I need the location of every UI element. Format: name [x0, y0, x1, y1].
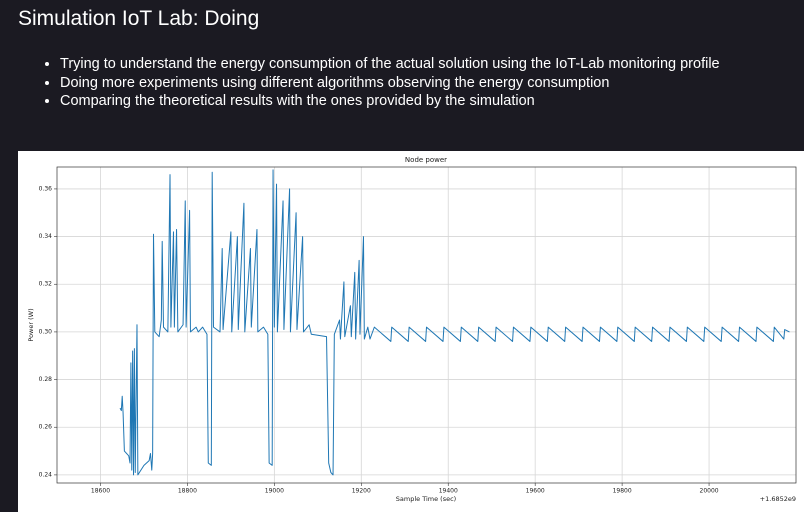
x-tick-label: 18600 — [91, 488, 110, 495]
y-tick-label: 0.36 — [39, 185, 53, 192]
bullet: Doing more experiments using different a… — [60, 74, 720, 93]
y-tick-label: 0.30 — [39, 328, 53, 335]
x-tick-label: 19400 — [439, 488, 458, 495]
plot-frame — [56, 166, 797, 484]
x-offset-label: +1.6852e9 — [760, 495, 796, 503]
bullet: Trying to understand the energy consumpt… — [60, 55, 720, 74]
y-tick-label: 0.32 — [39, 281, 53, 288]
bullet: Comparing the theoretical results with t… — [60, 92, 720, 111]
chart: Node power Sample Time (sec) +1.6852e9 P… — [18, 151, 804, 512]
x-tick-label: 19600 — [526, 488, 545, 495]
y-tick-label: 0.26 — [39, 424, 53, 431]
x-tick-label: 19800 — [613, 488, 632, 495]
x-tick-label: 19000 — [265, 488, 284, 495]
y-tick-label: 0.34 — [39, 233, 53, 240]
chart-title: Node power — [405, 156, 447, 164]
bullet-list: Trying to understand the energy consumpt… — [42, 55, 720, 111]
x-tick-label: 20000 — [700, 488, 719, 495]
x-axis-label: Sample Time (sec) — [396, 495, 456, 503]
data-line — [119, 169, 790, 476]
x-tick-label: 18800 — [178, 488, 197, 495]
y-axis-label: Power (W) — [27, 308, 35, 341]
slide-title: Simulation IoT Lab: Doing — [18, 7, 260, 30]
y-tick-label: 0.28 — [39, 376, 53, 383]
y-tick-label: 0.24 — [39, 471, 53, 478]
x-tick-label: 19200 — [352, 488, 371, 495]
